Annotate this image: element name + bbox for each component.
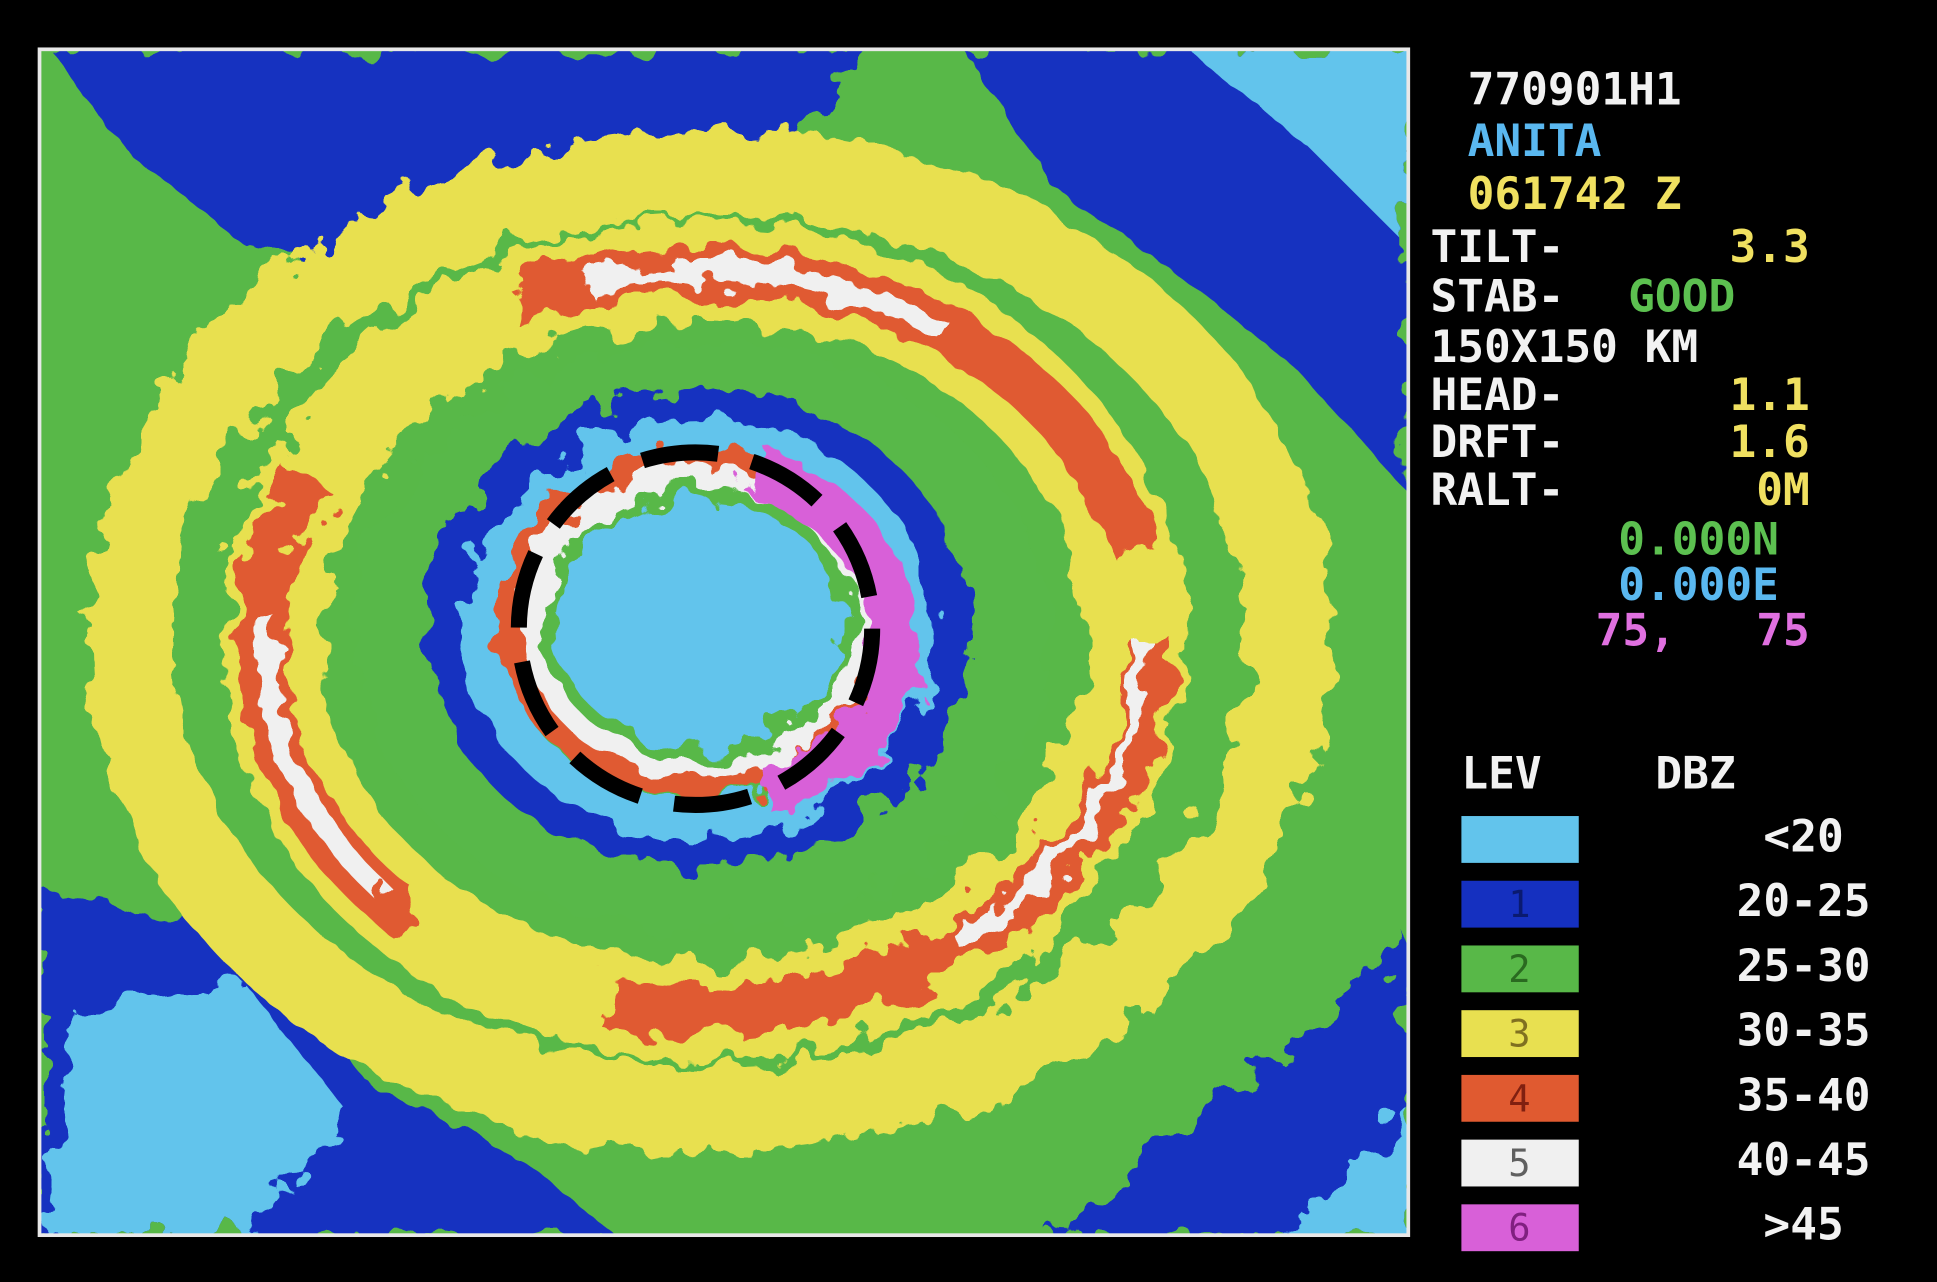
legend-swatch — [1461, 816, 1579, 863]
legend-swatch — [1461, 945, 1579, 993]
ralt-value: 0M — [1756, 465, 1810, 516]
legend-swatch — [1461, 1139, 1579, 1187]
legend-level: 3 — [1508, 1013, 1530, 1056]
eye-marker — [510, 444, 881, 813]
latitude: 0.000N — [1618, 514, 1779, 565]
flight-id: 770901H1 — [1468, 64, 1682, 115]
range: 150X150 KM — [1431, 322, 1699, 373]
legend-level: 1 — [1508, 883, 1530, 926]
legend-header: DBZ — [1655, 749, 1735, 800]
storm-name: ANITA — [1468, 116, 1602, 167]
legend-header: LEV — [1461, 749, 1541, 800]
legend-dbz: >45 — [1763, 1200, 1843, 1251]
tilt-value: 3.3 — [1729, 222, 1809, 273]
readout: 770901H1 ANITA 061742 Z TILT- 3.3 STAB- … — [1431, 64, 1810, 656]
legend-level: 4 — [1508, 1077, 1530, 1120]
legend-swatch — [1461, 1204, 1579, 1252]
legend-level: 2 — [1508, 948, 1530, 991]
legend-swatch — [1461, 1074, 1579, 1122]
frame — [37, 47, 1411, 1238]
legend: LEV DBZ <20 1 20-25 2 25-30 3 30-35 4 35-40 5 40-4… — [1461, 749, 1870, 1252]
legend-level: 5 — [1508, 1142, 1530, 1185]
time: 061742 Z — [1468, 169, 1682, 220]
tilt-label: TILT- — [1431, 222, 1565, 273]
legend-swatch — [1461, 880, 1579, 928]
cursor: 75, 75 — [1596, 606, 1810, 657]
legend-dbz: 35-40 — [1737, 1070, 1871, 1121]
drft-label: DRFT- — [1431, 417, 1565, 468]
ralt-label: RALT- — [1431, 465, 1565, 516]
head-label: HEAD- — [1431, 370, 1565, 421]
drft-value: 1.6 — [1729, 417, 1809, 468]
stab-label: STAB- — [1431, 272, 1565, 323]
legend-dbz: <20 — [1763, 811, 1843, 862]
legend-level: 6 — [1508, 1207, 1530, 1250]
legend-dbz: 40-45 — [1737, 1135, 1871, 1186]
legend-swatch — [1461, 1010, 1579, 1058]
longitude: 0.000E — [1618, 560, 1779, 611]
head-value: 1.1 — [1729, 370, 1809, 421]
legend-dbz: 25-30 — [1737, 941, 1871, 992]
legend-dbz: 30-35 — [1737, 1006, 1871, 1057]
radar-image — [39, 49, 1409, 1236]
legend-dbz: 20-25 — [1737, 876, 1871, 927]
stab-value: GOOD — [1628, 272, 1735, 323]
